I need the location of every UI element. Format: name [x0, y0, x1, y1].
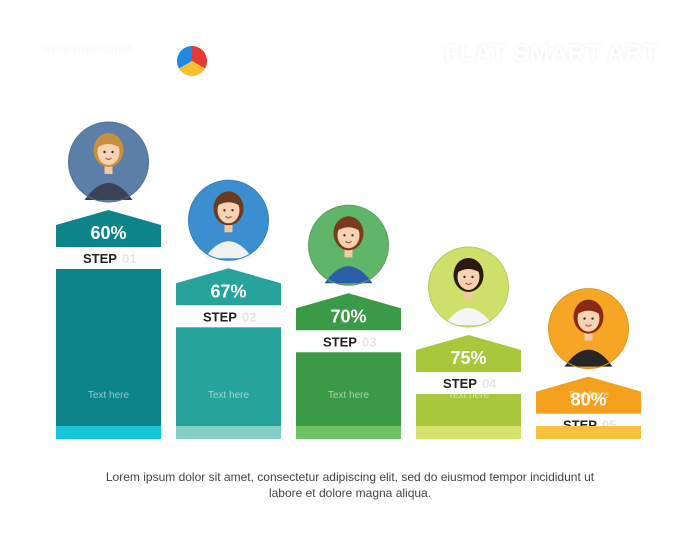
step-label: STEP — [83, 251, 117, 266]
bar-value-label: 70% — [330, 306, 366, 326]
footer-text: Lorem ipsum dolor sit amet, consectetur … — [90, 469, 610, 501]
bar-group: 67% STEP 02 Text here — [176, 180, 281, 439]
bar — [56, 269, 161, 426]
woman-pointing-icon — [189, 180, 269, 260]
woman-with-glasses-icon — [69, 122, 149, 202]
step-number: 03 — [362, 334, 376, 349]
bar-caption: Text here — [208, 390, 250, 401]
woman-holding-salad-icon — [549, 289, 629, 369]
bar-base-strip — [56, 426, 161, 439]
step-number: 02 — [242, 309, 256, 324]
bar-caption: Text here — [448, 390, 490, 401]
bar-base-strip — [176, 426, 281, 439]
bar-caption: Text here — [328, 390, 370, 401]
bar-group: 70% STEP 03 Text here — [296, 205, 401, 439]
bar-base-strip — [296, 426, 401, 439]
woman-holding-card-icon — [429, 247, 509, 327]
bar-caption: Text here — [568, 390, 610, 401]
bar-base-strip — [536, 426, 641, 439]
bar — [176, 327, 281, 426]
bar-base-strip — [416, 426, 521, 439]
step-label: STEP — [203, 309, 237, 324]
bar-value-label: 67% — [210, 281, 246, 301]
woman-holding-document-icon — [309, 205, 389, 285]
step-number: 04 — [482, 376, 497, 391]
bar-caption: Text here — [88, 390, 130, 401]
step-label: STEP — [443, 376, 477, 391]
bar-value-label: 75% — [450, 348, 486, 368]
bar-group: 60% STEP 01 Text here — [56, 122, 161, 439]
step-number: 01 — [122, 251, 136, 266]
step-label: STEP — [323, 334, 357, 349]
bar-value-label: 60% — [90, 223, 126, 243]
